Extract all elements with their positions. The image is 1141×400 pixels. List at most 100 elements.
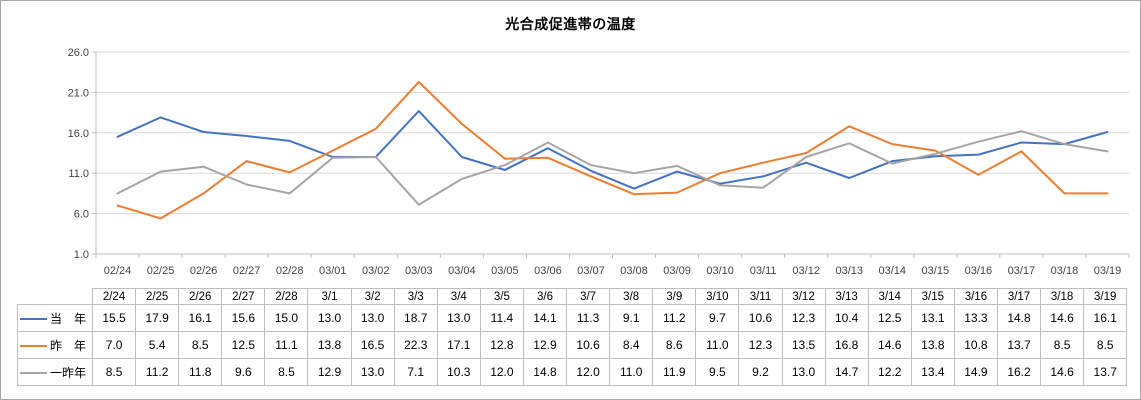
table-header-date: 3/16 <box>953 288 998 305</box>
x-axis-label: 03/03 <box>405 265 433 277</box>
x-axis-label: 03/17 <box>1008 265 1036 277</box>
table-header-date: 3/18 <box>1040 288 1085 305</box>
y-axis-label: 16.0 <box>68 128 89 140</box>
x-axis-label: 02/27 <box>233 265 261 277</box>
x-axis-label: 03/07 <box>577 265 605 277</box>
table-value-cell: 13.0 <box>307 304 352 332</box>
table-value-cell: 12.8 <box>479 331 524 359</box>
legend-label: 当 年 <box>50 311 87 326</box>
table-value-cell: 13.0 <box>436 304 481 332</box>
x-axis-label: 03/02 <box>362 265 390 277</box>
legend-line-swatch <box>20 345 47 348</box>
x-axis-label: 02/28 <box>276 265 304 277</box>
table-value-cell: 13.1 <box>910 304 955 332</box>
table-value-cell: 8.5 <box>91 358 137 386</box>
x-axis-label: 03/09 <box>663 265 691 277</box>
table-header-date: 3/14 <box>867 288 912 305</box>
y-axis-label: 26.0 <box>68 47 89 59</box>
table-value-cell: 15.6 <box>221 304 266 332</box>
x-axis-label: 03/12 <box>792 265 820 277</box>
chart-data-table: 2/24 2/25 2/26 2/27 2/28 3/1 3/2 3/3 3/4 3/5 3/6 3/… <box>17 288 1128 386</box>
x-axis-label: 03/01 <box>319 265 347 277</box>
table-value-cell: 17.1 <box>436 331 481 359</box>
table-value-cell: 11.1 <box>264 331 309 359</box>
table-value-cell: 16.1 <box>178 304 223 332</box>
table-value-cell: 8.5 <box>1040 331 1085 359</box>
table-value-cell: 11.3 <box>566 304 611 332</box>
table-value-cell: 14.8 <box>996 304 1042 332</box>
table-header-date: 3/9 <box>652 288 697 305</box>
legend-cell: 昨 年 <box>17 331 93 359</box>
y-axis-label: 21.0 <box>68 87 89 99</box>
table-value-cell: 13.0 <box>350 358 395 386</box>
x-axis-label: 03/06 <box>534 265 562 277</box>
x-axis-label: 03/10 <box>706 265 734 277</box>
table-header-date: 3/11 <box>738 288 783 305</box>
table-value-cell: 12.9 <box>307 358 352 386</box>
table-value-cell: 9.2 <box>738 358 783 386</box>
table-header-date: 3/3 <box>393 288 438 305</box>
table-value-cell: 9.7 <box>695 304 740 332</box>
table-value-cell: 11.0 <box>609 358 654 386</box>
table-value-cell: 9.1 <box>609 304 654 332</box>
table-value-cell: 8.5 <box>264 358 309 386</box>
table-header-date: 3/7 <box>566 288 611 305</box>
table-value-cell: 15.0 <box>264 304 309 332</box>
table-header-row: 2/24 2/25 2/26 2/27 2/28 3/1 3/2 3/3 3/4 3/5 3/6 3/… <box>18 288 1128 305</box>
x-axis-label: 03/11 <box>750 265 777 277</box>
table-value-cell: 11.9 <box>652 358 697 386</box>
table-value-cell: 8.4 <box>609 331 654 359</box>
table-value-cell: 10.6 <box>566 331 611 359</box>
table-value-cell: 11.8 <box>178 358 223 386</box>
table-header-date: 3/15 <box>910 288 955 305</box>
table-value-cell: 9.5 <box>695 358 740 386</box>
x-axis-label: 02/26 <box>190 265 218 277</box>
table-value-cell: 5.4 <box>135 331 180 359</box>
table-header-date: 3/19 <box>1083 288 1128 305</box>
table-value-cell: 12.3 <box>781 304 826 332</box>
table-header-date: 3/8 <box>609 288 654 305</box>
x-axis-label: 03/05 <box>491 265 519 277</box>
table-row-current-year: 当 年 15.5 17.9 16.1 15.6 15.0 13.0 13.0 18.7 13.0 1… <box>17 304 1128 332</box>
chart-title: 光合成促進帯の温度 <box>505 16 636 32</box>
table-value-cell: 13.3 <box>953 304 998 332</box>
legend-cell: 一昨年 <box>17 358 93 386</box>
x-axis-label: 03/08 <box>620 265 648 277</box>
legend-label: 昨 年 <box>50 338 87 353</box>
table-value-cell: 18.7 <box>393 304 438 332</box>
table-value-cell: 12.5 <box>867 304 912 332</box>
table-value-cell: 14.6 <box>867 331 912 359</box>
table-value-cell: 8.6 <box>652 331 697 359</box>
table-value-cell: 14.8 <box>522 358 568 386</box>
table-value-cell: 11.4 <box>479 304 524 332</box>
table-value-cell: 12.0 <box>566 358 611 386</box>
x-axis-label: 02/24 <box>104 265 132 277</box>
table-header-date: 3/6 <box>522 288 568 305</box>
table-value-cell: 22.3 <box>393 331 438 359</box>
legend-line-swatch <box>20 318 47 321</box>
table-value-cell: 14.6 <box>1040 304 1085 332</box>
series-line-two-years-ago <box>116 130 1109 206</box>
table-value-cell: 13.7 <box>996 331 1042 359</box>
table-value-cell: 11.2 <box>652 304 697 332</box>
table-value-cell: 16.1 <box>1083 304 1128 332</box>
table-value-cell: 11.0 <box>695 331 740 359</box>
table-header-date: 3/1 <box>307 288 352 305</box>
series-line-current-year <box>116 110 1109 190</box>
x-axis-label: 03/19 <box>1094 265 1122 277</box>
x-axis-label: 03/14 <box>879 265 907 277</box>
table-value-cell: 13.8 <box>910 331 955 359</box>
table-value-cell: 16.8 <box>824 331 869 359</box>
table-value-cell: 7.0 <box>91 331 137 359</box>
table-header-date: 2/28 <box>264 288 309 305</box>
table-value-cell: 16.2 <box>996 358 1042 386</box>
x-axis-label: 03/15 <box>922 265 950 277</box>
table-value-cell: 14.6 <box>1040 358 1085 386</box>
temperature-line-chart: 26.0 21.0 16.0 11.0 6.0 1.0 02/24 02/25 02/26 02/… <box>68 47 1130 277</box>
table-value-cell: 13.0 <box>350 304 395 332</box>
y-axis-label: 11.0 <box>68 168 89 180</box>
legend-label: 一昨年 <box>50 365 87 380</box>
table-header-date: 3/10 <box>695 288 740 305</box>
table-row-last-year: 昨 年 7.0 5.4 8.5 12.5 11.1 13.8 16.5 22.3 17.1 12.8… <box>17 331 1128 359</box>
